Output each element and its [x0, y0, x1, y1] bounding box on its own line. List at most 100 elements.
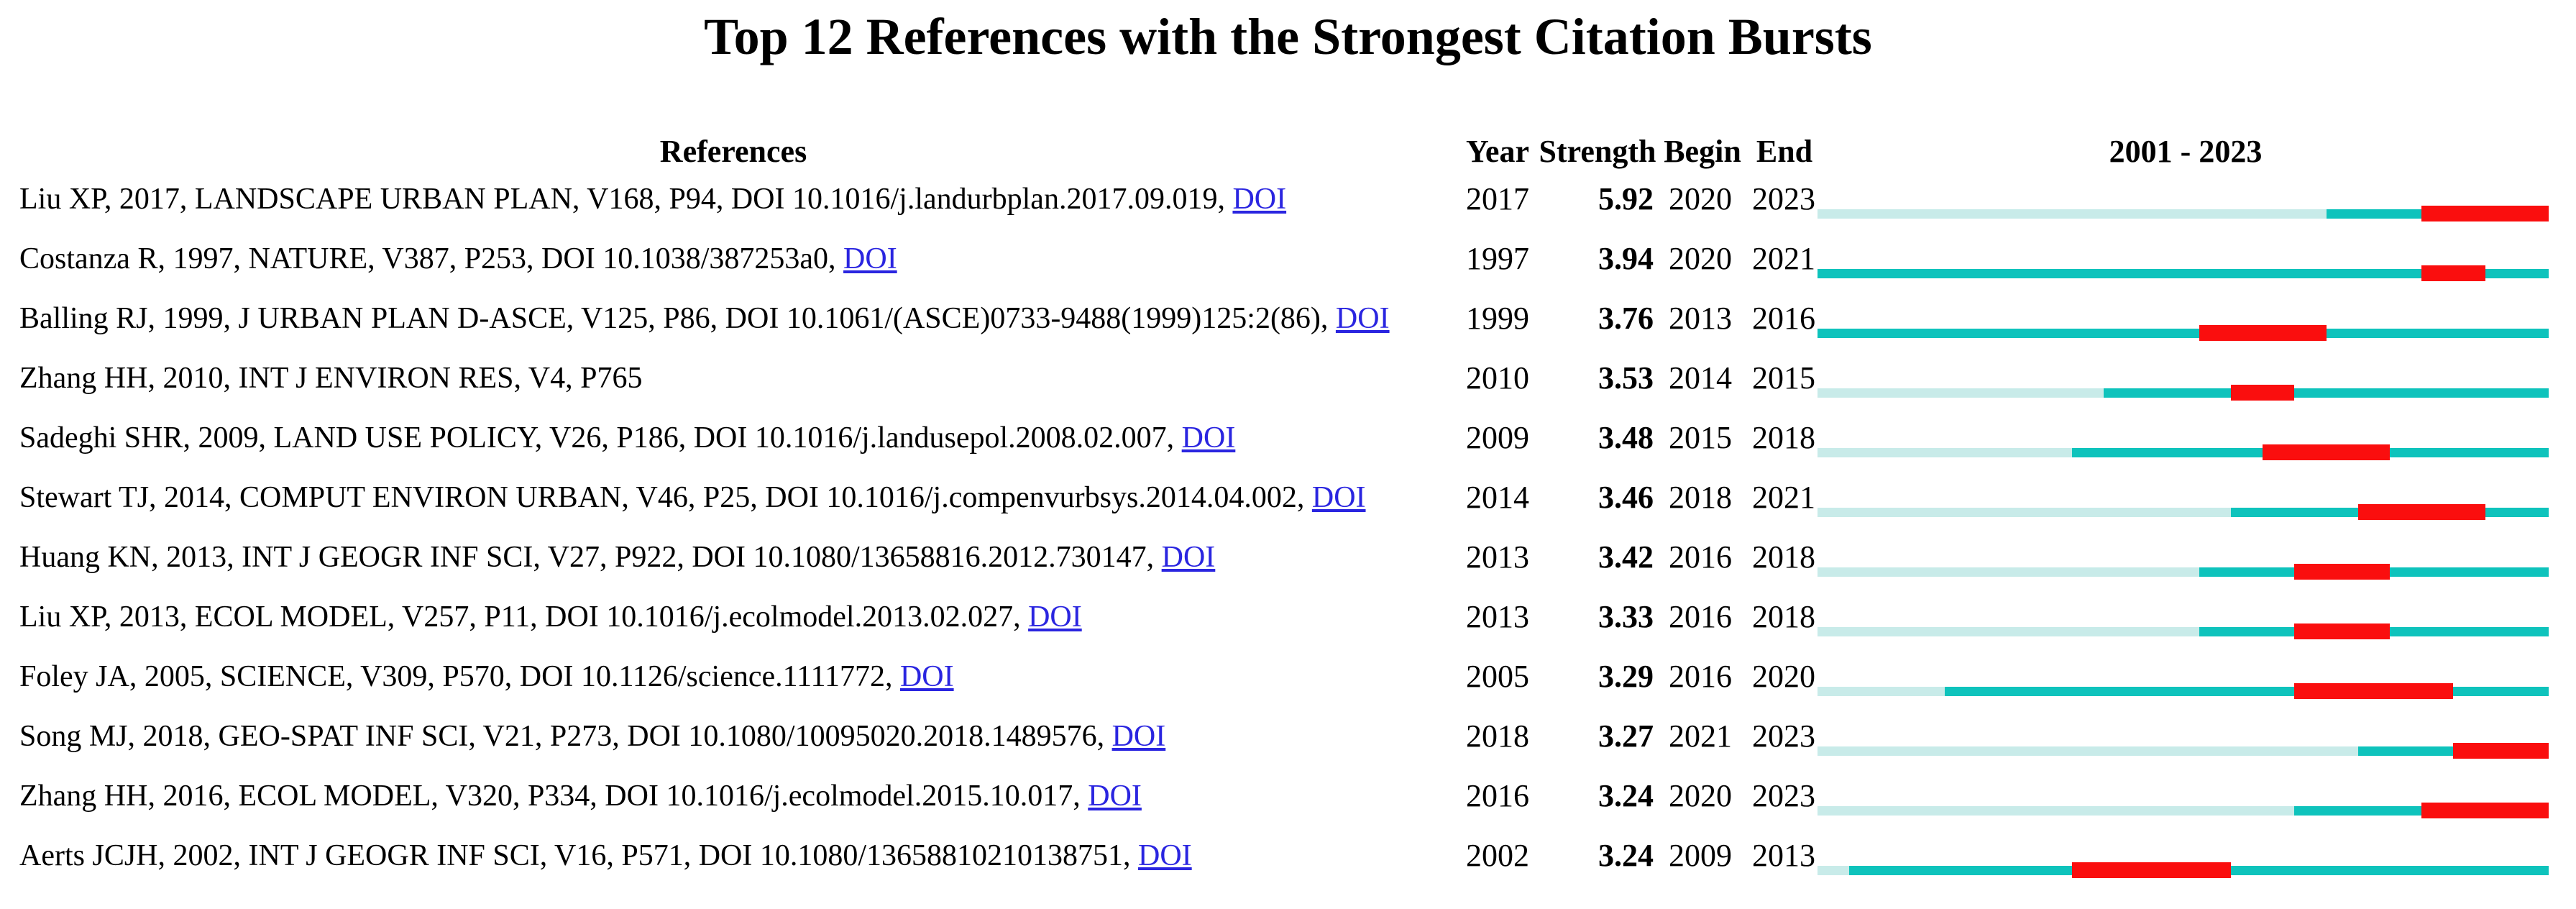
table-row: Costanza R, 1997, NATURE, V387, P253, DO… [0, 229, 2576, 289]
year-cell-pre [2167, 209, 2199, 219]
year-cell-pre [1881, 626, 1913, 636]
year-cell-pre [2008, 507, 2040, 517]
year-cell-base [2485, 567, 2517, 577]
year-cell-base [2263, 507, 2295, 517]
year-cell-base [2516, 388, 2549, 398]
year-cell-burst [2326, 564, 2358, 580]
year-cell-base [2516, 865, 2549, 875]
year-cell-base [2516, 626, 2549, 636]
table-row: Sadeghi SHR, 2009, LAND USE POLICY, V26,… [0, 408, 2576, 468]
burst-timeline-bar [1818, 803, 2549, 818]
year-cell-burst [2453, 265, 2485, 281]
year-cell-base [2230, 567, 2263, 577]
strength-value: 3.24 [1598, 778, 1654, 813]
year-cell-base [1976, 328, 2009, 338]
year-cell-base [2263, 268, 2295, 278]
begin-value: 2016 [1669, 539, 1732, 575]
year-cell-base [2008, 865, 2040, 875]
year-cell-base [2230, 447, 2263, 457]
year-cell-pre [2071, 746, 2104, 756]
year-value: 1999 [1466, 301, 1529, 336]
strength-value: 3.29 [1598, 659, 1654, 694]
year-cell-base [2453, 328, 2485, 338]
year-cell-base [2263, 865, 2295, 875]
year-cell-base [2230, 686, 2263, 696]
column-header-references: References [659, 134, 807, 169]
year-cell-burst [2357, 623, 2390, 639]
year-cell-base [2453, 567, 2485, 577]
doi-link[interactable]: DOI [1181, 421, 1236, 454]
year-cell-base [2389, 447, 2422, 457]
doi-link[interactable]: DOI [1088, 780, 1142, 813]
year-cell-pre [1849, 626, 1881, 636]
year-cell-base [2421, 626, 2454, 636]
year-cell-burst [2326, 683, 2358, 699]
year-cell-base [2263, 686, 2295, 696]
begin-value: 2016 [1669, 659, 1732, 694]
year-cell-pre [2263, 805, 2295, 816]
year-value: 2009 [1466, 420, 1529, 455]
year-cell-base [2453, 865, 2485, 875]
year-cell-pre [1944, 805, 1977, 816]
year-cell-base [2421, 865, 2454, 875]
year-cell-base [2421, 447, 2454, 457]
year-cell-base [2421, 388, 2454, 398]
burst-timeline-bar [1818, 265, 2549, 281]
year-cell-base [2516, 686, 2549, 696]
begin-value: 2013 [1669, 301, 1732, 336]
year-cell-base [2103, 686, 2136, 696]
doi-link[interactable]: DOI [1311, 481, 1366, 514]
strength-value: 3.33 [1598, 599, 1654, 634]
doi-link[interactable]: DOI [1028, 600, 1082, 634]
year-cell-base [2199, 626, 2231, 636]
reference-text: Zhang HH, 2016, ECOL MODEL, V320, P334, … [19, 780, 1142, 813]
year-cell-base [2326, 388, 2358, 398]
year-cell-pre [1912, 805, 1945, 816]
doi-link[interactable]: DOI [899, 660, 954, 693]
doi-link[interactable]: DOI [1161, 541, 1216, 574]
doi-link[interactable]: DOI [843, 242, 897, 275]
year-cell-pre [2103, 746, 2136, 756]
end-value: 2013 [1752, 838, 1815, 873]
year-cell-burst [2326, 444, 2358, 460]
year-cell-pre [1976, 567, 2009, 577]
year-cell-base [2135, 686, 2168, 696]
year-cell-pre [1976, 209, 2009, 219]
year-cell-burst [2357, 564, 2390, 580]
year-cell-base [2389, 626, 2422, 636]
table-row: Stewart TJ, 2014, COMPUT ENVIRON URBAN, … [0, 467, 2576, 528]
doi-link[interactable]: DOI [1335, 302, 1390, 335]
year-cell-pre [2008, 805, 2040, 816]
year-value: 2013 [1466, 599, 1529, 634]
year-cell-base [2485, 865, 2517, 875]
year-cell-pre [2294, 746, 2327, 756]
strength-value: 3.24 [1598, 838, 1654, 873]
year-cell-pre [2230, 209, 2263, 219]
reference-text: Balling RJ, 1999, J URBAN PLAN D-ASCE, V… [19, 302, 1390, 335]
year-cell-pre [2040, 388, 2072, 398]
year-cell-base [2389, 328, 2422, 338]
year-cell-base [1881, 865, 1913, 875]
year-cell-base [2357, 209, 2390, 219]
year-cell-pre [2167, 626, 2199, 636]
year-cell-burst [2516, 743, 2549, 759]
year-cell-pre [2199, 507, 2231, 517]
end-value: 2023 [1752, 718, 1815, 754]
year-cell-burst [2485, 803, 2517, 818]
year-cell-base [2516, 507, 2549, 517]
table-row: Aerts JCJH, 2002, INT J GEOGR INF SCI, V… [0, 826, 2576, 886]
page-title: Top 12 References with the Strongest Cit… [704, 8, 1872, 65]
end-value: 2021 [1752, 241, 1815, 276]
year-cell-pre [2167, 567, 2199, 577]
burst-timeline-bar [1818, 504, 2549, 520]
year-cell-pre [2008, 209, 2040, 219]
reference-text: Costanza R, 1997, NATURE, V387, P253, DO… [19, 242, 897, 275]
end-value: 2018 [1752, 599, 1815, 634]
doi-link[interactable]: DOI [1138, 839, 1192, 872]
doi-link[interactable]: DOI [1232, 183, 1287, 216]
year-cell-burst [2294, 444, 2327, 460]
year-cell-base [2421, 328, 2454, 338]
year-cell-pre [2071, 805, 2104, 816]
doi-link[interactable]: DOI [1111, 720, 1166, 753]
table-row: Zhang HH, 2010, INT J ENVIRON RES, V4, P… [0, 348, 2576, 408]
